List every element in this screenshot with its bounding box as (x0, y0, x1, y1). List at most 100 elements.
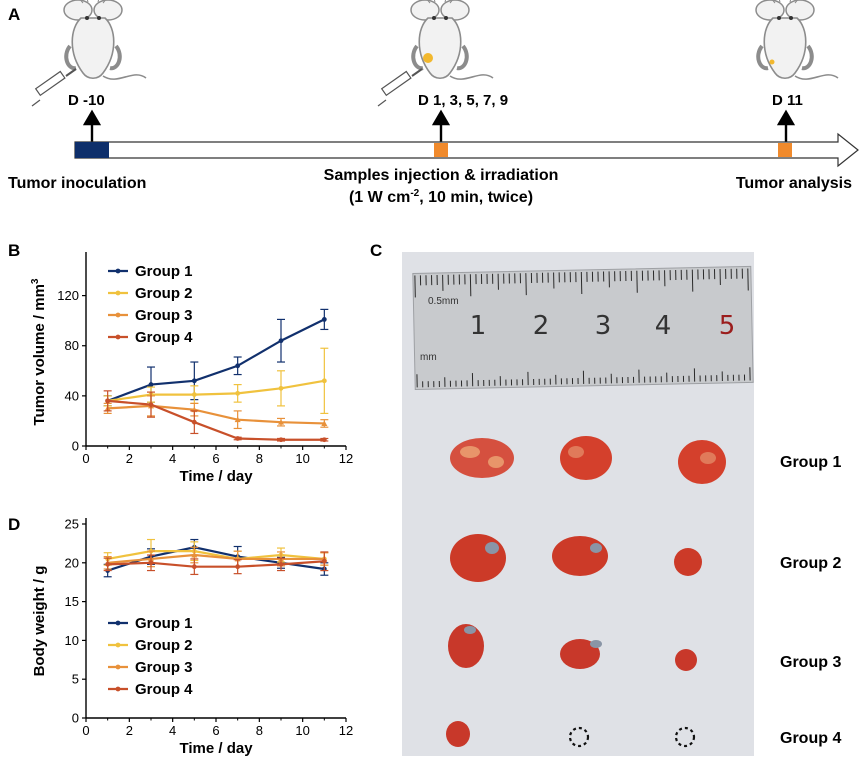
chart-b-series-1-line (107, 318, 325, 402)
chart-d-series-3-point-2 (191, 552, 198, 558)
chart-d-x-tick-label-5: 10 (295, 723, 309, 738)
chart-d-legend-label-4: Group 4 (135, 681, 193, 698)
tumor-group2-b (552, 536, 608, 576)
chart-d-y-tick-label-4: 20 (65, 555, 79, 570)
photo-group-label-4: Group 4 (780, 730, 841, 747)
chart-b-x-tick-label-6: 12 (339, 451, 353, 466)
chart-d-series-3-line (107, 553, 325, 564)
chart-d-x-tick-label-6: 12 (339, 723, 353, 738)
chart-b-y-tick-label-2: 80 (65, 338, 79, 353)
tumor-group2-c (674, 548, 702, 576)
chart-b-legend-label-2: Group 2 (135, 285, 193, 302)
chart-d-legend-marker-3 (115, 664, 121, 670)
ruler-number-1: 1 (470, 311, 487, 341)
photo-group-label-3: Group 3 (780, 654, 841, 671)
panel-letter-b: B (8, 241, 20, 260)
tumor-group4-absent-b (568, 726, 590, 748)
chart-d-series-4-point-3 (235, 564, 241, 570)
chart-b-series-2-point-5 (321, 378, 327, 384)
syringe-icon-treatment (377, 68, 423, 107)
chart-d-x-tick-label-2: 4 (169, 723, 176, 738)
chart-b-series-4-point-4 (278, 437, 284, 443)
chart-b-legend-label-1: Group 1 (135, 263, 193, 280)
chart-d-series-4-line (107, 560, 325, 568)
chart-b-x-tick-label-2: 4 (169, 451, 176, 466)
chart-b-series-4-point-2 (191, 419, 197, 425)
chart-b-series-2-point-2 (191, 392, 197, 398)
label-irradiation-condition: (1 W cm-2, 10 min, twice) (349, 188, 533, 206)
chart-b-series-2-line (107, 379, 325, 402)
chart-b-series-1-point-1 (148, 382, 154, 387)
photo-group-label-1: Group 1 (780, 454, 841, 471)
chart-d-legend-marker-4 (115, 686, 121, 692)
chart-b-y-tick-label-0: 0 (72, 439, 79, 454)
chart-d-x-tick-label-3: 6 (212, 723, 219, 738)
chart-d-legend-marker-2 (115, 642, 121, 648)
chart-d-series-4-point-1 (148, 560, 154, 566)
chart-d-x-tick-label-4: 8 (256, 723, 263, 738)
tumor-group3-c (675, 649, 697, 671)
photo-group-label-2: Group 2 (780, 555, 841, 572)
chart-b-legend-marker-2 (115, 290, 121, 296)
tumor-group4-absent-c (674, 726, 696, 748)
timeline-marker-treatment-days: D 1, 3, 5, 7, 9 (418, 92, 508, 109)
ruler-number-4: 4 (655, 311, 672, 341)
chart-d-x-tick-label-0: 0 (82, 723, 89, 738)
chart-b-legend-label-3: Group 3 (135, 307, 193, 324)
mouse-icon-treatment (409, 0, 495, 82)
chart-b-series-2-point-4 (278, 385, 284, 391)
timeline-arrows (82, 109, 796, 142)
chart-d-y-tick-label-2: 10 (65, 633, 79, 648)
chart-b-legend-marker-1 (115, 268, 121, 274)
chart-d-y-tick-label-3: 15 (65, 594, 79, 609)
chart-b-series-3-point-3 (234, 416, 241, 423)
ruler-number-5: 5 (719, 311, 736, 341)
timeline-arrow-bar (74, 132, 859, 168)
chart-b-x-tick-label-1: 2 (126, 451, 133, 466)
chart-b-series-4 (103, 390, 329, 443)
label-tumor-inoculation: Tumor inoculation (8, 175, 146, 192)
chart-d-series-4-point-4 (278, 561, 284, 567)
chart-d-series-4-point-0 (105, 561, 111, 567)
chart-b-y-tick-label-3: 120 (57, 288, 79, 303)
chart-b-legend-label-4: Group 4 (135, 329, 193, 346)
ruler-half-mm-label: 0.5mm (428, 296, 459, 307)
chart-b-series-3-point-5 (321, 420, 328, 426)
chart-d-x-axis-title: Time / day (179, 740, 253, 757)
tumor-group1-c (678, 440, 726, 484)
chart-b-series-4-point-3 (235, 436, 241, 441)
tumor-group3-a (448, 624, 484, 668)
chart-b-series-3 (103, 395, 329, 430)
chart-d-x-tick-label-1: 2 (126, 723, 133, 738)
chart-b-x-tick-label-5: 10 (295, 451, 309, 466)
tumor-group3-b (560, 639, 602, 669)
chart-d-series-2-line (107, 550, 325, 561)
chart-d-series-4-point-2 (191, 564, 197, 570)
chart-d-y-tick-label-1: 5 (72, 672, 79, 687)
timeline-treatment-block (434, 143, 448, 157)
chart-b-y-tick-label-1: 40 (65, 388, 79, 403)
timeline-marker-d11: D 11 (772, 92, 803, 109)
chart-b-x-axis-title: Time / day (179, 468, 253, 485)
panel-letter-a: A (8, 5, 20, 24)
chart-d-legend-marker-1 (115, 620, 121, 626)
panel-letter-d: D (8, 515, 20, 534)
chart-b-x-tick-label-4: 8 (256, 451, 263, 466)
chart-d-legend-label-3: Group 3 (135, 659, 193, 676)
chart-b-series-2 (103, 347, 329, 415)
chart-d-series-4-point-5 (321, 558, 327, 564)
chart-b-series-1-point-5 (321, 317, 327, 322)
mouse-icon-inoculation (62, 0, 148, 82)
chart-b-series-4-line (107, 399, 325, 441)
chart-b-series-3-point-4 (278, 419, 284, 425)
ruler-number-3: 3 (595, 311, 612, 341)
body-weight-chart: 0 2 4 6 8 10 12 0 5 10 15 20 25 Time / day Body weight… (31, 517, 353, 758)
ruler: 0.5mm mm 1 2 3 4 5 (412, 265, 754, 390)
ruler-mm-label: mm (420, 352, 437, 363)
tumor-samples (446, 436, 726, 748)
timeline-analysis-block (778, 143, 792, 157)
chart-b-legend-marker-4 (115, 334, 121, 340)
chart-d-legend-label-2: Group 2 (135, 637, 193, 654)
mouse-icon-analysis (754, 0, 840, 82)
